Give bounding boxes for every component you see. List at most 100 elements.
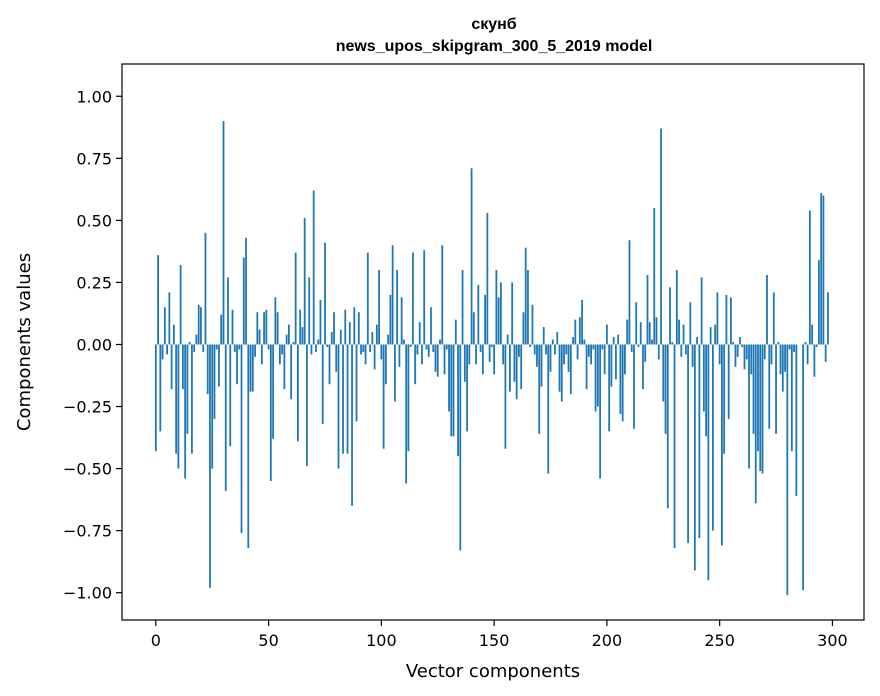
bar-267 — [757, 344, 759, 452]
bar-156 — [506, 334, 509, 345]
bar-26 — [213, 344, 216, 419]
y-tick-label: −1.00 — [63, 584, 112, 603]
bar-128 — [443, 344, 446, 375]
bar-193 — [590, 344, 592, 365]
bar-29 — [220, 314, 223, 345]
bar-89 — [355, 344, 358, 422]
bar-135 — [459, 344, 462, 551]
bar-68 — [308, 277, 311, 345]
bar-274 — [772, 292, 775, 345]
bar-178 — [556, 332, 559, 345]
bar-190 — [583, 339, 586, 345]
bar-10 — [177, 344, 180, 469]
bar-108 — [398, 344, 401, 367]
bar-262 — [745, 344, 748, 360]
bar-8 — [172, 324, 175, 345]
bar-30 — [222, 121, 225, 345]
bar-162 — [520, 344, 523, 390]
bar-73 — [319, 299, 322, 345]
bar-86 — [348, 322, 351, 345]
bar-124 — [434, 344, 437, 372]
bar-165 — [527, 270, 529, 345]
bar-104 — [389, 294, 392, 345]
bar-195 — [594, 344, 597, 412]
bar-186 — [574, 319, 577, 345]
bar-279 — [784, 344, 786, 372]
bar-169 — [536, 344, 538, 367]
bar-231 — [675, 270, 678, 345]
y-tick-label: 0.00 — [76, 335, 112, 354]
bar-56 — [281, 344, 284, 355]
bar-241 — [698, 344, 701, 539]
bar-211 — [630, 344, 633, 352]
bar-92 — [362, 344, 365, 352]
bar-192 — [587, 344, 590, 357]
y-axis: −1.00 −0.75 −0.50 −0.25 0.00 0.25 0.50 0.75 1.00 — [63, 87, 122, 603]
bar-277 — [779, 344, 782, 375]
bar-170 — [538, 344, 541, 434]
bar-14 — [186, 344, 189, 434]
bar-12 — [181, 344, 184, 390]
bar-238 — [691, 344, 694, 367]
bar-141 — [472, 312, 475, 345]
bar-83 — [342, 344, 344, 454]
y-axis-label: Components values — [14, 253, 35, 431]
bar-200 — [605, 324, 608, 345]
bar-1 — [157, 255, 159, 345]
bar-258 — [736, 344, 739, 357]
bar-112 — [407, 344, 410, 452]
bar-85 — [346, 344, 349, 454]
bar-188 — [578, 317, 581, 345]
bar-218 — [646, 274, 649, 345]
bar-273 — [770, 344, 773, 365]
y-tick-label: 0.75 — [76, 149, 112, 168]
bar-150 — [493, 344, 496, 375]
bar-284 — [795, 344, 798, 496]
bar-110 — [403, 339, 405, 345]
bar-69 — [310, 344, 313, 355]
bar-259 — [739, 337, 741, 345]
bar-52 — [272, 344, 274, 439]
bar-266 — [754, 344, 757, 504]
bar-18 — [195, 334, 198, 345]
bar-201 — [608, 344, 611, 432]
bar-74 — [321, 344, 324, 424]
bar-117 — [418, 322, 421, 345]
bar-46 — [258, 329, 261, 345]
bar-81 — [337, 344, 340, 469]
bar-91 — [360, 344, 362, 355]
bar-78 — [330, 332, 333, 345]
bar-167 — [531, 304, 534, 345]
bar-151 — [495, 270, 498, 345]
bar-54 — [276, 312, 279, 345]
bar-207 — [621, 344, 624, 422]
bar-204 — [615, 344, 617, 380]
bar-57 — [283, 344, 286, 390]
bar-50 — [267, 344, 270, 350]
bar-269 — [761, 344, 764, 474]
bar-257 — [734, 344, 737, 367]
bar-45 — [256, 312, 259, 345]
bar-70 — [312, 190, 315, 345]
bar-163 — [522, 312, 525, 345]
bar-100 — [380, 344, 383, 360]
bar-28 — [218, 344, 220, 387]
bar-215 — [639, 322, 642, 345]
bar-142 — [475, 344, 477, 365]
bar-177 — [554, 344, 556, 355]
bar-199 — [603, 344, 606, 375]
bar-125 — [436, 344, 439, 377]
bar-76 — [326, 344, 329, 347]
bar-66 — [303, 217, 306, 345]
bar-109 — [400, 297, 403, 345]
bar-62 — [294, 252, 297, 345]
bar-293 — [815, 344, 818, 347]
bar-51 — [269, 344, 272, 481]
bar-77 — [328, 344, 331, 385]
x-tick-label: 250 — [704, 631, 735, 650]
bar-15 — [188, 342, 191, 345]
bar-227 — [666, 344, 669, 509]
bar-250 — [718, 344, 721, 365]
bar-221 — [653, 207, 656, 345]
